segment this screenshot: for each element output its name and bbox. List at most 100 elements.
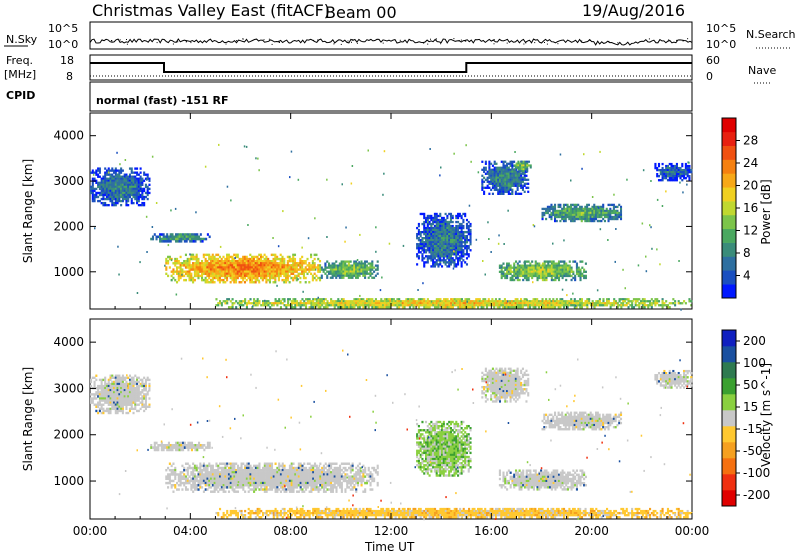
heatmap-cell	[423, 226, 426, 230]
heatmap-cell	[211, 270, 214, 273]
heatmap-cell	[559, 274, 562, 278]
heatmap-cell	[114, 185, 117, 189]
heatmap-cell	[657, 179, 661, 182]
heatmap-cell	[455, 237, 458, 240]
heatmap-cell	[419, 304, 422, 307]
heatmap-cell	[261, 276, 264, 280]
heatmap-speckle	[482, 260, 484, 262]
heatmap-cell	[435, 298, 438, 301]
heatmap-cell	[407, 302, 410, 305]
heatmap-cell	[185, 237, 188, 241]
heatmap-cell	[495, 182, 498, 185]
heatmap-speckle	[218, 143, 220, 146]
heatmap-cell	[146, 197, 149, 201]
heatmap-cell	[276, 257, 279, 261]
heatmap-cell	[160, 240, 163, 243]
heatmap-cell	[385, 302, 388, 305]
heatmap-cell	[98, 407, 101, 411]
heatmap-cell	[491, 298, 494, 301]
heatmap-cell	[465, 253, 469, 256]
heatmap-cell	[270, 259, 273, 263]
noise-search-dot	[648, 38, 650, 40]
heatmap-cell	[340, 268, 343, 271]
heatmap-cell	[523, 260, 527, 263]
heatmap-cell	[448, 302, 451, 305]
heatmap-cell	[367, 268, 370, 271]
heatmap-cell	[270, 304, 274, 307]
heatmap-speckle	[255, 157, 257, 160]
heatmap-cell	[546, 300, 549, 303]
heatmap-cell	[123, 177, 126, 180]
heatmap-cell	[504, 160, 507, 163]
heatmap-cell	[581, 274, 584, 278]
heatmap-cell	[580, 207, 583, 211]
heatmap-cell	[97, 181, 100, 184]
heatmap-cell	[342, 306, 345, 309]
heatmap-cell	[123, 173, 126, 176]
heatmap-cell	[451, 261, 454, 264]
heatmap-cell	[175, 262, 179, 265]
heatmap-cell	[609, 306, 612, 309]
heatmap-cell	[634, 300, 637, 303]
heatmap-cell	[153, 233, 156, 236]
heatmap-cell	[313, 272, 316, 276]
heatmap-cell	[380, 302, 383, 305]
heatmap-cell	[93, 384, 96, 388]
heatmap-cell	[688, 177, 691, 180]
heatmap-cell	[114, 399, 117, 402]
heatmap-cell	[134, 175, 137, 178]
heatmap-cell	[127, 193, 130, 197]
heatmap-cell	[457, 257, 460, 260]
heatmap-cell	[293, 257, 297, 261]
heatmap-cell	[206, 253, 209, 257]
heatmap-cell	[497, 178, 500, 181]
heatmap-cell	[532, 274, 535, 278]
heatmap-cell	[419, 235, 422, 238]
heatmap-cell	[256, 270, 259, 273]
heatmap-cell	[570, 268, 573, 271]
heatmap-cell	[183, 270, 186, 273]
heatmap-cell	[97, 384, 100, 388]
heatmap-cell	[326, 306, 329, 309]
heatmap-cell	[511, 276, 514, 280]
heatmap-cell	[132, 393, 135, 396]
heatmap-cell	[439, 241, 442, 244]
heatmap-cell	[442, 302, 446, 305]
heatmap-cell	[496, 302, 499, 305]
heatmap-cell	[502, 168, 505, 171]
heatmap-cell	[462, 249, 465, 252]
heatmap-cell	[139, 183, 142, 187]
heatmap-cell	[529, 274, 532, 278]
heatmap-cell	[545, 302, 548, 305]
heatmap-cell	[464, 261, 467, 264]
heatmap-cell	[240, 272, 243, 276]
heatmap-speckle	[117, 245, 119, 248]
heatmap-cell	[603, 215, 607, 219]
heatmap-cell	[577, 270, 580, 273]
heatmap-cell	[430, 230, 433, 234]
heatmap-cell	[453, 298, 456, 301]
heatmap-cell	[290, 266, 293, 269]
heatmap-cell	[113, 407, 116, 411]
heatmap-cell	[641, 298, 644, 301]
heatmap-cell	[240, 281, 243, 284]
heatmap-cell	[532, 302, 535, 305]
heatmap-cell	[435, 235, 438, 238]
heatmap-cell	[320, 274, 323, 277]
heatmap-cell	[670, 170, 673, 174]
heatmap-cell	[249, 298, 252, 301]
heatmap-cell	[130, 179, 133, 182]
heatmap-cell	[536, 276, 539, 280]
heatmap-cell	[659, 304, 662, 307]
heatmap-cell	[507, 302, 510, 305]
heatmap-cell	[233, 270, 236, 273]
heatmap-cell	[446, 228, 449, 232]
heatmap-cell	[104, 384, 107, 388]
heatmap-speckle	[383, 150, 386, 153]
heatmap-cell	[114, 167, 117, 170]
heatmap-cell	[547, 264, 550, 267]
heatmap-cell	[104, 179, 107, 182]
heatmap-cell	[509, 176, 512, 179]
heatmap-cell	[616, 209, 619, 213]
heatmap-cell	[520, 170, 523, 173]
